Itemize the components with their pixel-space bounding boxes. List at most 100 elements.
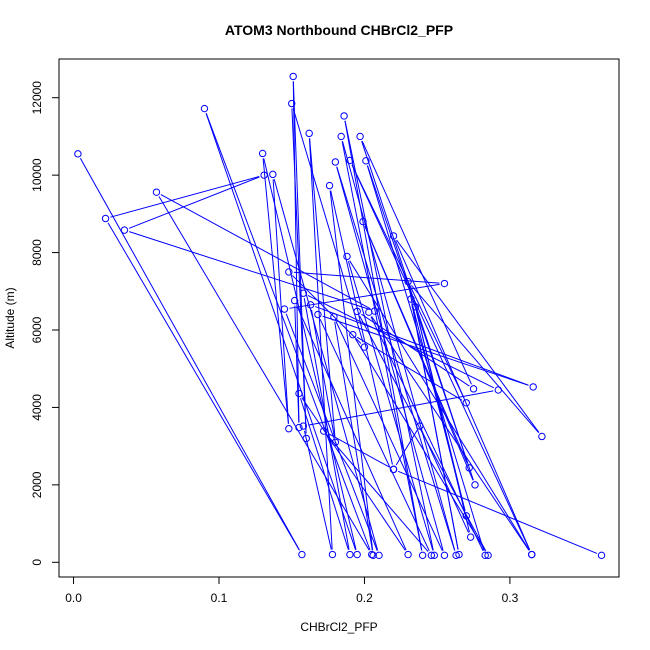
data-point: [353, 307, 361, 316]
data-point: [314, 310, 322, 319]
x-axis-label: CHBrCl2_PFP: [300, 620, 377, 634]
series-segment: [327, 433, 390, 468]
series-segment: [205, 113, 357, 550]
series-segment: [319, 318, 430, 552]
data-point: [440, 551, 449, 560]
y-tick-label: 10000: [30, 158, 44, 192]
data-point: [360, 343, 369, 351]
series-segment: [107, 222, 300, 551]
series-segment: [262, 158, 289, 424]
data-point: [452, 551, 460, 560]
series-segment: [308, 390, 494, 426]
series-segment: [160, 194, 371, 310]
data-point: [597, 551, 606, 560]
y-tick-label: 6000: [30, 316, 44, 343]
series-segment: [263, 158, 357, 550]
data-point: [469, 385, 478, 393]
series-segment: [344, 120, 434, 551]
data-point: [349, 330, 357, 339]
series-segment: [347, 261, 434, 551]
data-point: [528, 550, 536, 559]
data-point: [494, 386, 502, 394]
series-segment: [361, 140, 472, 385]
data-point: [440, 279, 449, 288]
series-segment: [355, 338, 486, 552]
series-segment: [410, 285, 540, 434]
data-point: [305, 129, 313, 138]
series-segment: [336, 166, 444, 551]
data-point: [290, 296, 299, 305]
x-tick-label: 0.2: [356, 591, 373, 605]
chart-title: ATOM3 Northbound CHBrCl2_PFP: [225, 22, 453, 38]
data-point: [295, 389, 303, 398]
y-tick-label: 4000: [30, 394, 44, 421]
data-point: [340, 112, 348, 120]
data-point: [289, 72, 297, 81]
data-point: [416, 422, 424, 430]
series-segment: [395, 240, 531, 551]
data-point: [101, 214, 110, 223]
series-segment: [293, 271, 440, 284]
y-tick-label: 0: [30, 559, 44, 566]
series-segment: [309, 138, 336, 438]
series-segment: [421, 430, 470, 533]
data-point: [404, 277, 412, 286]
data-point: [346, 550, 354, 559]
series-segment: [330, 190, 393, 465]
data-point: [411, 303, 420, 311]
series-points: [74, 72, 606, 560]
data-point: [462, 512, 470, 520]
series-segment: [292, 275, 362, 344]
data-point: [362, 157, 370, 165]
series-segment: [296, 304, 407, 551]
y-tick-label: 8000: [30, 239, 44, 266]
x-tick-label: 0.3: [502, 591, 519, 605]
series-segment: [308, 138, 333, 550]
data-point: [465, 464, 473, 472]
series-segment: [335, 321, 443, 551]
x-tick-label: 0.1: [211, 591, 228, 605]
data-point: [306, 301, 315, 309]
data-point: [337, 132, 345, 141]
series-segment: [367, 165, 474, 481]
series-segment: [411, 303, 459, 550]
data-point: [538, 432, 546, 441]
data-point: [298, 550, 306, 559]
series-segment: [344, 120, 423, 551]
data-point: [120, 226, 129, 234]
series-segment: [79, 157, 300, 551]
series-segment: [292, 81, 300, 423]
series-segment: [128, 176, 260, 229]
series-segment: [158, 196, 370, 551]
data-point: [260, 171, 268, 179]
data-point: [269, 170, 277, 179]
x-axis: 0.0 0.1 0.2 0.3: [65, 576, 519, 605]
series-segment: [341, 141, 423, 551]
series-line: [79, 81, 598, 554]
series-segment: [356, 336, 463, 401]
data-point: [369, 551, 377, 560]
series-segment: [303, 430, 332, 550]
data-point: [356, 132, 364, 141]
data-point: [529, 383, 537, 391]
data-point: [365, 308, 373, 316]
series-segment: [129, 231, 371, 310]
data-point: [152, 188, 161, 196]
series-segment: [396, 239, 540, 433]
data-point: [471, 481, 479, 489]
series-segment: [303, 298, 350, 550]
data-point: [331, 158, 340, 166]
series-segment: [272, 179, 290, 424]
data-point: [299, 422, 308, 430]
y-axis-label: Altitude (m): [3, 287, 17, 348]
data-point: [389, 465, 398, 474]
series-segment: [416, 311, 470, 533]
data-point: [353, 550, 361, 559]
series-segment: [311, 309, 335, 438]
data-point: [343, 252, 351, 261]
data-point: [299, 289, 308, 297]
series-segment: [351, 164, 531, 551]
series-segment: [205, 113, 371, 551]
data-point: [285, 268, 293, 276]
data-point: [258, 149, 267, 158]
